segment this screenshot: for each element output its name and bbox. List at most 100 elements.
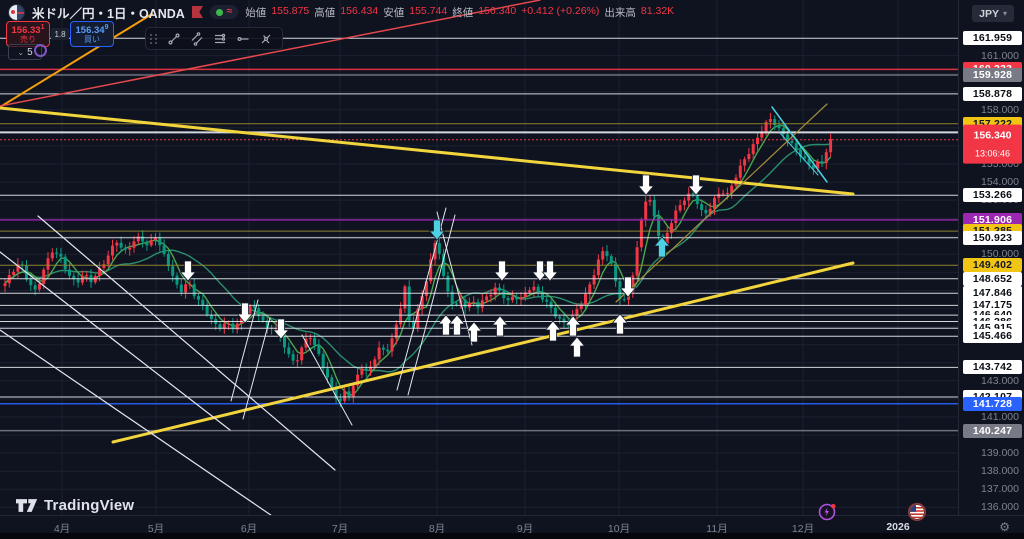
economic-event-icon[interactable] xyxy=(817,502,837,522)
tradingview-mark-icon xyxy=(16,499,38,512)
time-tick: 12月 xyxy=(791,523,815,535)
down-arrow-marker xyxy=(541,260,559,282)
open-label: 始値 xyxy=(245,6,267,19)
price-level-label[interactable]: 140.247 xyxy=(963,423,1022,438)
trend-line xyxy=(436,211,473,346)
price-tick: 137.000 xyxy=(981,483,1019,496)
price-level-label[interactable]: 158.878 xyxy=(963,86,1022,101)
volume-value: 81.32K xyxy=(640,4,675,17)
trend-line xyxy=(37,215,336,471)
currency-pair-icon xyxy=(8,3,25,21)
trend-line xyxy=(0,251,231,431)
up-arrow-marker xyxy=(437,314,455,336)
price-tick: 158.000 xyxy=(981,103,1019,116)
price-level-label[interactable]: 159.928 xyxy=(963,68,1022,82)
down-arrow-marker xyxy=(493,260,511,282)
down-arrow-marker xyxy=(687,174,705,196)
horizontal-levels-tool-icon[interactable] xyxy=(209,30,230,47)
market-status-pill[interactable]: ≈ xyxy=(209,5,239,19)
time-tick: 2026 xyxy=(886,521,910,533)
price-level-label[interactable]: 143.742 xyxy=(963,360,1022,375)
trend-line xyxy=(0,106,855,196)
time-tick: 4月 xyxy=(53,523,71,535)
down-arrow-marker xyxy=(531,260,549,282)
price-level-label[interactable]: 151.906 xyxy=(963,212,1022,227)
us-flag-event-icon[interactable] xyxy=(907,502,927,522)
price-tick: 150.000 xyxy=(981,248,1019,261)
delayed-data-icon: ≈ xyxy=(226,6,233,17)
time-tick: 8月 xyxy=(428,523,446,535)
close-label: 終値 xyxy=(452,6,474,19)
drag-handle-icon[interactable] xyxy=(150,33,158,44)
price-tick: 139.000 xyxy=(981,447,1019,460)
drawing-toolbar xyxy=(145,27,283,50)
trend-line xyxy=(407,214,456,396)
volume-label: 出来高 xyxy=(604,6,636,19)
trend-line xyxy=(242,317,271,420)
buy-button[interactable]: 156.349 買い xyxy=(70,21,114,47)
gear-icon[interactable]: ⚙ xyxy=(999,520,1010,534)
up-arrow-marker xyxy=(653,236,671,258)
change-value: +0.412 (+0.26%) xyxy=(521,4,600,17)
chart-canvas[interactable] xyxy=(0,0,958,515)
price-tick: 141.000 xyxy=(981,411,1019,423)
tradingview-logo[interactable]: TradingView xyxy=(16,497,134,514)
low-value: 155.744 xyxy=(409,4,448,17)
bar-countdown: 13:06:46 xyxy=(974,148,1011,159)
trend-line-tool-icon[interactable] xyxy=(163,30,184,47)
high-label: 高値 xyxy=(314,6,336,19)
price-level-label[interactable]: 147.846 xyxy=(963,286,1022,301)
price-level-label[interactable]: 153.266 xyxy=(963,188,1022,203)
event-marker[interactable] xyxy=(907,502,927,527)
cross-line-tool-icon[interactable] xyxy=(255,30,276,47)
current-price-label[interactable]: 156.340 13:06:46 xyxy=(963,124,1022,164)
currency-selector-button[interactable]: JPY ▾ xyxy=(972,5,1014,22)
down-arrow-marker xyxy=(179,260,197,282)
flag-icon[interactable] xyxy=(191,6,203,18)
sell-label: 売り xyxy=(20,34,36,44)
trend-line xyxy=(771,106,828,183)
sell-price: 156.33 xyxy=(11,24,41,36)
time-tick: 5月 xyxy=(147,523,165,535)
tradingview-logo-text: TradingView xyxy=(44,497,135,514)
down-arrow-marker xyxy=(619,276,637,298)
price-tick: 143.000 xyxy=(981,374,1019,387)
price-tick: 136.000 xyxy=(981,501,1019,514)
spread-value: 1.8 xyxy=(51,28,69,40)
price-axis[interactable]: 161.000158.000155.000154.000153.000150.0… xyxy=(958,0,1024,515)
market-open-icon xyxy=(215,8,223,16)
ohlc-readout: 始値 155.875 高値 156.434 安値 155.744 終値 156.340 … xyxy=(245,5,674,20)
currency-value: JPY xyxy=(979,7,999,20)
bar-count-value: 5 xyxy=(27,46,33,58)
event-marker[interactable] xyxy=(817,502,837,527)
price-tick: 138.000 xyxy=(981,465,1019,478)
time-tick: 11月 xyxy=(706,523,728,535)
time-tick: 9月 xyxy=(516,523,534,535)
price-level-label[interactable]: 145.466 xyxy=(963,329,1022,344)
up-arrow-marker xyxy=(568,336,586,358)
price-tick: 161.000 xyxy=(981,49,1019,62)
price-level-label[interactable]: 149.402 xyxy=(963,258,1022,273)
trend-line xyxy=(779,132,819,176)
price-level-label[interactable]: 161.959 xyxy=(963,31,1022,46)
symbol-title[interactable]: 米ドル／円・1日・OANDA xyxy=(32,6,185,21)
price-level-label[interactable]: 148.652 xyxy=(963,271,1022,286)
price-level-label[interactable]: 150.923 xyxy=(963,230,1022,245)
up-arrow-marker xyxy=(448,314,466,336)
down-arrow-marker xyxy=(272,318,290,340)
low-label: 安値 xyxy=(383,6,405,19)
replay-point-icon[interactable] xyxy=(34,44,47,57)
high-value: 156.434 xyxy=(340,4,379,17)
up-arrow-marker xyxy=(611,313,629,335)
bottom-strip xyxy=(0,533,1024,539)
symbol-legend: 米ドル／円・1日・OANDA ≈ 始値 155.875 高値 156.434 安値 1… xyxy=(8,3,674,21)
chevron-down-icon: ▾ xyxy=(1002,9,1007,18)
up-arrow-marker xyxy=(564,315,582,337)
bar-count-selector[interactable]: ⌄ 5 xyxy=(8,44,42,60)
price-level-label[interactable]: 141.728 xyxy=(963,396,1022,411)
time-tick: 10月 xyxy=(607,523,631,535)
down-arrow-marker xyxy=(236,302,254,324)
up-arrow-marker xyxy=(465,321,483,343)
horizontal-ray-tool-icon[interactable] xyxy=(232,30,253,47)
parallel-channel-tool-icon[interactable] xyxy=(186,30,207,47)
